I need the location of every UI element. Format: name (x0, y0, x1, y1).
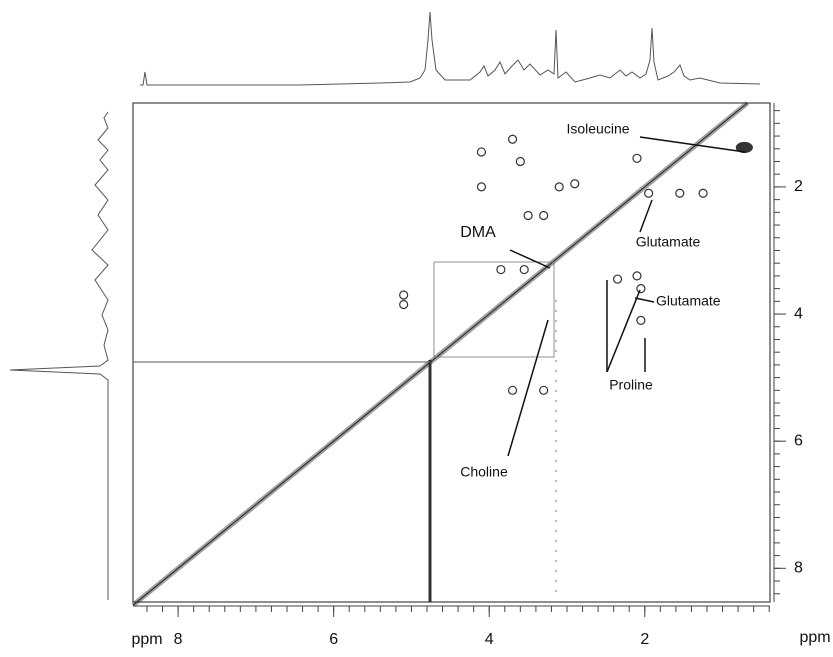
chart: ppm ppm 8 6 4 2 2 4 6 8 Isoleucine DMA Glutamate Gl… (0, 0, 833, 657)
x-tick-label: 4 (485, 631, 494, 648)
left-projection (10, 112, 108, 600)
cross-peak (400, 291, 408, 299)
annotation: DMA (460, 224, 496, 241)
y-tick-label: 8 (794, 560, 803, 577)
annotation: Glutamate (636, 234, 701, 250)
cross-peak (571, 180, 579, 188)
x-tick-label: 6 (329, 631, 338, 648)
annotation: Proline (609, 377, 653, 393)
y-axis-label: ppm (799, 629, 830, 646)
cross-peak (540, 212, 548, 220)
cross-peak (699, 189, 707, 197)
cross-peak (516, 157, 524, 165)
cross-peak (614, 275, 622, 283)
leader-line (510, 250, 550, 268)
cross-peak (645, 189, 653, 197)
cross-peak (477, 183, 485, 191)
diagonal (133, 103, 747, 605)
cross-peak (676, 189, 684, 197)
cross-peak (497, 266, 505, 274)
annotation: Isoleucine (566, 121, 629, 137)
cross-peak (509, 386, 517, 394)
annotation: Choline (460, 464, 508, 480)
leader-line (635, 298, 654, 302)
leader-line (640, 200, 652, 232)
cross-peak (400, 301, 408, 309)
cross-peak (520, 266, 528, 274)
y-tick-label: 2 (794, 178, 803, 195)
annotation: Glutamate (656, 293, 721, 309)
cross-peak (509, 135, 517, 143)
x-tick-label: 8 (174, 631, 183, 648)
cross-peak (555, 183, 563, 191)
cross-peak (637, 316, 645, 324)
x-axis-label: ppm (131, 631, 162, 648)
cross-peak (524, 212, 532, 220)
cross-peak (477, 148, 485, 156)
leader-line (607, 290, 640, 372)
cross-peak (540, 386, 548, 394)
cross-peak (637, 285, 645, 293)
leader-line (508, 320, 548, 456)
y-tick-label: 4 (794, 305, 803, 322)
cross-peak (633, 154, 641, 162)
top-projection (140, 12, 760, 85)
cross-peak (633, 272, 641, 280)
x-tick-label: 2 (640, 631, 649, 648)
y-tick-label: 6 (794, 432, 803, 449)
